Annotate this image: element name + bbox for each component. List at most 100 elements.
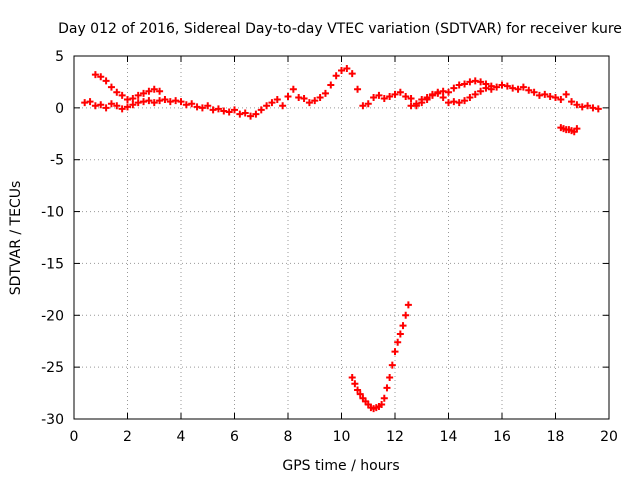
y-tick-labels: 5 0 -5 -10 -15 -20 -25 -30 (41, 49, 64, 428)
data-point (503, 82, 511, 90)
data-point (86, 98, 94, 106)
x-tick-label: 4 (177, 429, 186, 445)
x-tick-label: 16 (493, 429, 511, 445)
data-point (289, 85, 297, 93)
data-point (91, 102, 99, 110)
data-point (541, 90, 549, 98)
y-tick-label: 5 (55, 49, 64, 65)
data-point (343, 64, 351, 72)
data-point (356, 390, 364, 398)
data-point (311, 97, 319, 105)
data-point (471, 77, 479, 85)
data-point (584, 102, 592, 110)
data-point (172, 97, 180, 105)
data-point (102, 104, 110, 112)
data-point (81, 99, 89, 107)
data-point (386, 374, 394, 382)
data-point (380, 95, 388, 103)
x-tick-label: 10 (333, 429, 351, 445)
data-point (439, 87, 447, 95)
data-point (552, 93, 559, 101)
data-point (182, 101, 190, 109)
x-tick-label: 18 (547, 429, 565, 445)
data-point (348, 374, 356, 382)
data-point (578, 103, 586, 111)
data-point (305, 99, 313, 107)
data-point (402, 311, 410, 319)
x-tick-labels: 0 2 4 6 8 10 12 14 16 18 20 (70, 429, 618, 445)
series-upper-left-branch (91, 71, 164, 104)
data-point (118, 105, 126, 113)
data-point (466, 78, 474, 86)
data-point (370, 93, 378, 101)
x-tick-label: 20 (600, 429, 618, 445)
axis-ticks (73, 55, 610, 420)
data-point (348, 70, 356, 78)
data-point (351, 380, 359, 388)
data-point (471, 90, 479, 98)
y-tick-label: -10 (41, 205, 64, 221)
data-point (134, 91, 142, 99)
data-point (113, 88, 121, 96)
data-point (386, 92, 394, 100)
data-point (461, 80, 469, 88)
x-tick-label: 8 (284, 429, 293, 445)
data-point (332, 72, 340, 80)
data-point (338, 67, 345, 75)
y-tick-label: -25 (41, 360, 64, 376)
data-point (354, 85, 362, 93)
data-point (295, 93, 303, 101)
data-point (461, 97, 469, 105)
data-point (188, 100, 196, 108)
x-axis-label: GPS time / hours (282, 458, 399, 474)
data-point (439, 93, 447, 101)
data-point (300, 95, 308, 103)
data-point (241, 109, 249, 117)
data-point (273, 96, 281, 104)
data-point (434, 88, 442, 96)
data-point (177, 98, 185, 106)
data-point (113, 102, 121, 110)
data-point (252, 110, 260, 118)
data-point (466, 93, 474, 101)
data-point (279, 102, 287, 110)
series-mid-branches (407, 82, 495, 110)
chart-title: Day 012 of 2016, Sidereal Day-to-day VTE… (58, 21, 622, 37)
data-point (284, 92, 292, 100)
data-point (150, 85, 158, 93)
data-point (455, 99, 463, 107)
data-point (487, 82, 495, 90)
data-point (402, 92, 410, 100)
data-point (519, 83, 527, 91)
data-point (134, 99, 142, 107)
data-point (107, 100, 115, 108)
data-point (129, 95, 137, 103)
data-point (156, 97, 164, 105)
series-right-dip (557, 124, 581, 136)
x-tick-label: 0 (70, 429, 79, 445)
series-main-track (81, 64, 602, 120)
data-point (380, 394, 388, 402)
data-point (359, 102, 367, 110)
data-point (91, 71, 99, 79)
data-point (594, 105, 602, 113)
data-point (525, 86, 533, 94)
data-point (145, 87, 153, 95)
data-point (509, 84, 517, 92)
data-point (477, 78, 485, 86)
data-point (140, 89, 148, 97)
data-point (557, 96, 565, 104)
data-point (573, 101, 581, 109)
data-point (214, 105, 222, 113)
data-point (257, 106, 265, 114)
data-point (450, 98, 458, 106)
x-tick-label: 14 (440, 429, 458, 445)
data-point (391, 348, 399, 356)
data-point (375, 91, 383, 99)
data-point (530, 88, 538, 96)
data-point (102, 77, 110, 85)
data-point (231, 106, 238, 114)
data-point (404, 301, 412, 309)
data-point (498, 81, 506, 89)
